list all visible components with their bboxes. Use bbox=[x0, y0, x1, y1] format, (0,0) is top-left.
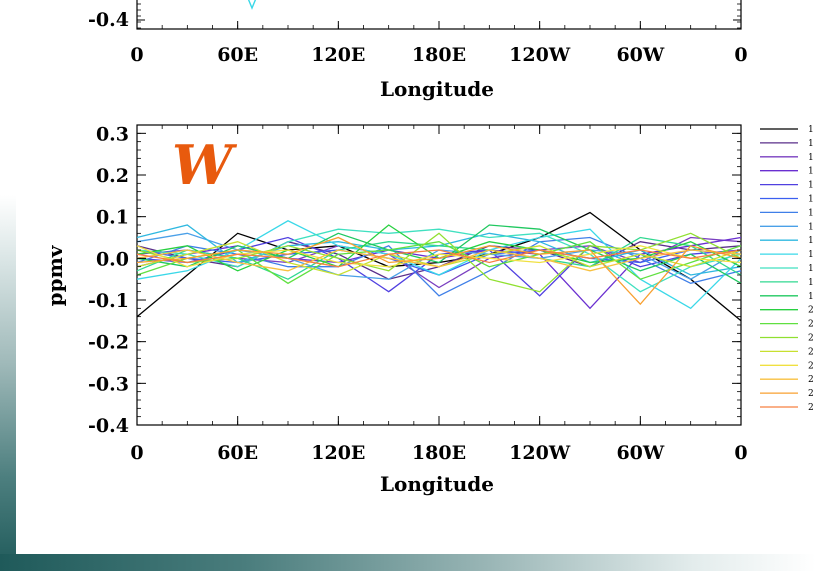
series-line-11 bbox=[136, 228, 742, 293]
legend-entry-label: 2 bbox=[808, 361, 814, 371]
top-panel-series-fragment bbox=[247, 0, 257, 10]
top-panel: -0.4 0 60E 120E 180E 120W 60W 0 Longitude bbox=[88, 0, 748, 101]
top-panel-x-ticks: 0 60E 120E 180E 120W 60W 0 bbox=[130, 21, 748, 66]
top-x-tick-label: 120E bbox=[311, 44, 365, 66]
legend-entry-label: 2 bbox=[808, 347, 814, 357]
legend-entry-label: 2 bbox=[808, 334, 814, 344]
top-y-tick-label: -0.4 bbox=[88, 9, 129, 31]
legend-entry-label: 1 bbox=[808, 208, 814, 218]
x-tick-label: 120E bbox=[311, 442, 365, 464]
y-tick-label: -0.4 bbox=[88, 415, 129, 437]
legend-entry-label: 2 bbox=[808, 320, 814, 330]
main-panel-x-axis-label: Longitude bbox=[380, 472, 494, 496]
series-line-20 bbox=[136, 236, 742, 306]
legend-entry-label: 2 bbox=[808, 375, 814, 385]
legend-entry-label: 1 bbox=[808, 278, 814, 288]
legend-entry-label: 1 bbox=[808, 236, 814, 246]
legend-entry-label: 1 bbox=[808, 222, 814, 232]
legend-entry-label: 2 bbox=[808, 389, 814, 399]
y-tick-label: 0.2 bbox=[96, 165, 129, 187]
x-tick-label: 60E bbox=[217, 442, 258, 464]
top-x-tick-label: 180E bbox=[412, 44, 466, 66]
main-panel-y-ticks: 0.3 0.2 0.1 0.0 -0.1 -0.2 -0.3 -0.4 bbox=[88, 123, 741, 437]
main-panel-x-ticks: 0 60E 120E 180E 120W 60W 0 bbox=[130, 125, 748, 464]
y-tick-label: -0.1 bbox=[88, 290, 129, 312]
x-tick-label: 0 bbox=[130, 442, 143, 464]
y-tick-label: -0.2 bbox=[88, 332, 129, 354]
main-panel-series-lines bbox=[136, 211, 742, 322]
legend-entry-label: 1 bbox=[808, 195, 814, 205]
series-line-19 bbox=[136, 249, 742, 272]
decorative-left-gradient-bar bbox=[0, 195, 16, 571]
legend-entry-label: 2 bbox=[808, 403, 814, 413]
top-x-tick-label: 0 bbox=[130, 44, 143, 66]
series-line-21 bbox=[136, 249, 742, 268]
legend-entry-label: 1 bbox=[808, 292, 814, 302]
y-tick-label: 0.1 bbox=[96, 207, 129, 229]
legend-entry-label: 1 bbox=[808, 264, 814, 274]
legend-entry-label: 1 bbox=[808, 181, 814, 191]
top-x-tick-label: 0 bbox=[734, 44, 747, 66]
legend: 1 1 1 1 1 1 1 1 1 1 1 1 1 2 2 2 2 2 2 2 2 bbox=[760, 125, 814, 413]
legend-entry-label: 1 bbox=[808, 250, 814, 260]
top-x-tick-label: 60W bbox=[616, 44, 664, 66]
top-x-tick-label: 120W bbox=[509, 44, 571, 66]
x-tick-label: 0 bbox=[734, 442, 747, 464]
y-tick-label: 0.3 bbox=[96, 123, 129, 145]
y-tick-label: 0.0 bbox=[96, 248, 129, 270]
legend-entry-label: 1 bbox=[808, 139, 814, 149]
top-x-tick-label: 60E bbox=[217, 44, 258, 66]
decorative-bottom-gradient-bar bbox=[0, 554, 816, 571]
y-tick-label: -0.3 bbox=[88, 373, 129, 395]
main-panel-y-axis-label: ppmv bbox=[43, 244, 67, 306]
top-panel-x-axis-label: Longitude bbox=[380, 77, 494, 101]
series-line-13 bbox=[136, 224, 742, 284]
x-tick-label: 60W bbox=[616, 442, 664, 464]
legend-entry-label: 2 bbox=[808, 306, 814, 316]
top-panel-y-ticks: -0.4 bbox=[88, 3, 741, 31]
legend-entry-label: 1 bbox=[808, 167, 814, 177]
main-panel: 0.3 0.2 0.1 0.0 -0.1 -0.2 -0.3 -0.4 0 60E 120E 180… bbox=[43, 123, 748, 496]
legend-entry-label: 1 bbox=[808, 153, 814, 163]
panel-label: W bbox=[172, 133, 238, 197]
x-tick-label: 180E bbox=[412, 442, 466, 464]
legend-entry-label: 1 bbox=[808, 125, 814, 135]
x-tick-label: 120W bbox=[509, 442, 571, 464]
